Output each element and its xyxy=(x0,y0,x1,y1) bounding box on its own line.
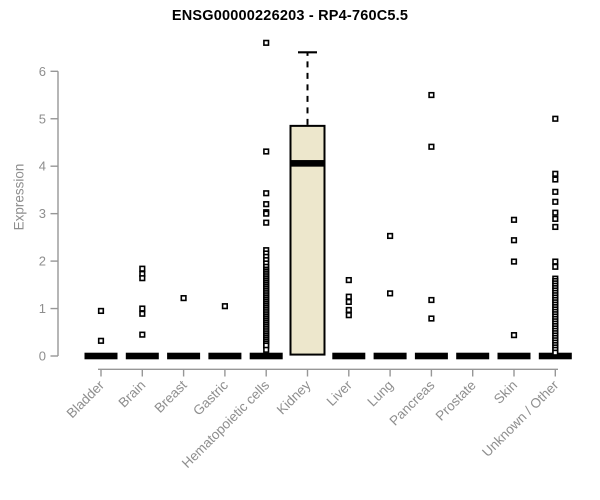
data-point xyxy=(552,198,559,205)
data-point xyxy=(139,265,146,272)
data-point xyxy=(139,331,146,338)
chart-title: ENSG00000226203 - RP4-760C5.5 xyxy=(171,8,409,24)
x-tick-label: Skin xyxy=(491,378,520,407)
data-point xyxy=(552,263,559,270)
x-tick-label: Prostate xyxy=(433,378,479,424)
data-point xyxy=(552,176,559,183)
data-point xyxy=(263,219,270,226)
x-tick-label: Lung xyxy=(364,378,396,410)
box-median-line xyxy=(291,160,324,167)
x-tick-label: Gastric xyxy=(190,377,231,418)
box-median-line xyxy=(332,352,366,360)
box-median-line xyxy=(497,352,531,360)
x-tick-label: Unknown / Other xyxy=(479,377,562,460)
data-point xyxy=(510,332,518,339)
x-tick-label: Bladder xyxy=(64,377,108,421)
x-tick-label: Pancreas xyxy=(387,377,438,428)
data-point xyxy=(263,210,270,217)
data-point xyxy=(428,143,435,150)
box-median-line xyxy=(414,352,448,360)
data-point xyxy=(552,170,559,177)
data-point xyxy=(552,115,559,122)
data-point xyxy=(428,296,435,304)
data-point xyxy=(552,215,559,222)
x-tick-label: Liver xyxy=(324,377,356,409)
y-tick-label: 4 xyxy=(39,159,46,174)
data-point xyxy=(263,201,270,208)
data-point xyxy=(139,310,146,317)
data-point xyxy=(345,306,352,314)
y-tick-label: 5 xyxy=(39,111,46,126)
box-median-line xyxy=(373,352,407,360)
box-median-line xyxy=(125,352,159,360)
data-point xyxy=(428,315,435,322)
data-point xyxy=(263,190,270,197)
data-point xyxy=(552,349,559,356)
y-tick-label: 3 xyxy=(39,206,46,221)
data-point xyxy=(552,258,559,265)
data-point xyxy=(552,209,559,216)
data-point xyxy=(97,307,105,315)
data-point xyxy=(263,148,270,155)
data-point xyxy=(180,295,187,302)
box-median-line xyxy=(249,352,283,360)
x-tick-label: Breast xyxy=(152,377,190,415)
box-median-line xyxy=(208,352,242,360)
y-tick-label: 2 xyxy=(39,254,46,269)
data-point xyxy=(139,305,146,312)
data-point xyxy=(510,258,518,265)
box-median-line xyxy=(84,352,118,360)
y-tick-label: 6 xyxy=(39,64,46,79)
x-tick-label: Brain xyxy=(116,378,149,411)
data-point xyxy=(345,312,352,319)
data-point xyxy=(510,216,518,223)
data-point xyxy=(263,346,270,353)
data-point xyxy=(428,91,435,99)
data-point xyxy=(263,39,270,46)
x-tick-label: Kidney xyxy=(274,377,314,417)
data-point xyxy=(386,232,394,240)
data-point xyxy=(345,293,352,300)
box-median-line xyxy=(538,352,572,360)
data-point xyxy=(552,223,559,231)
data-point xyxy=(97,337,105,344)
y-tick-label: 1 xyxy=(39,301,46,316)
data-point xyxy=(345,276,352,284)
data-point xyxy=(139,275,146,282)
y-axis-label: Expression xyxy=(11,163,27,231)
data-point xyxy=(345,298,352,306)
box-median-line xyxy=(456,352,490,360)
data-point xyxy=(552,188,559,195)
y-tick-label: 0 xyxy=(39,349,46,364)
data-point xyxy=(386,290,394,297)
data-point xyxy=(510,237,518,244)
data-point xyxy=(221,303,229,310)
box-median-line xyxy=(167,352,201,360)
